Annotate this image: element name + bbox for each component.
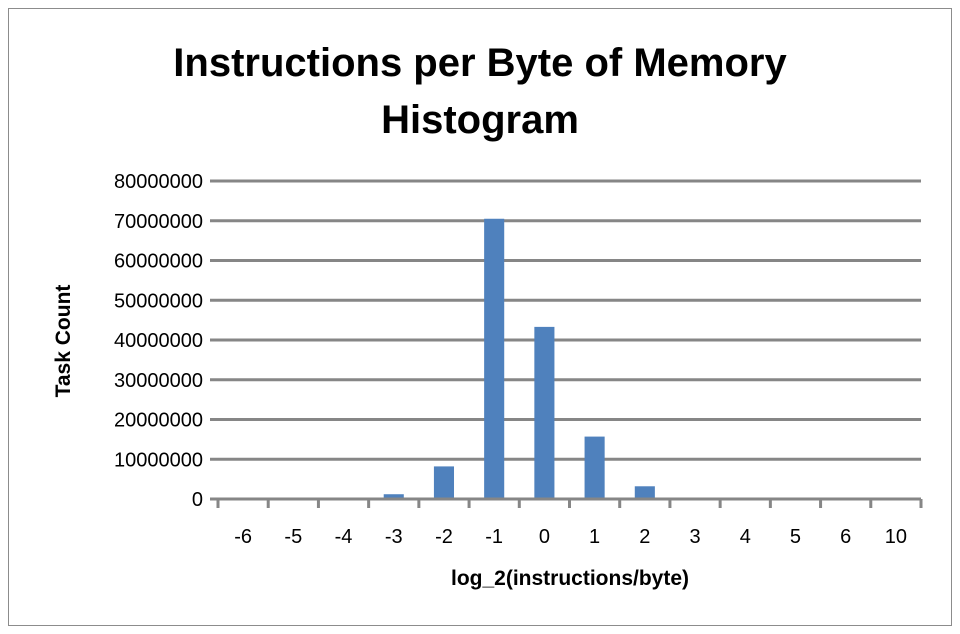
x-tick-label: 5 (790, 526, 801, 548)
x-tick-label: 10 (885, 526, 907, 548)
bar (484, 218, 505, 499)
bar (534, 326, 555, 499)
x-tick-label: 2 (639, 526, 650, 548)
x-axis-label: log_2(instructions/byte) (451, 567, 689, 590)
x-tick-label: 1 (589, 526, 600, 548)
bar (584, 436, 605, 499)
y-tick-label: 60000000 (114, 251, 203, 273)
y-tick-label: 50000000 (114, 290, 203, 312)
x-tick-label: -1 (485, 526, 503, 548)
bar (433, 466, 455, 499)
y-tick-label: 80000000 (114, 171, 203, 193)
x-tick-label: 0 (539, 526, 550, 548)
y-tick-label: 10000000 (114, 449, 203, 471)
x-tick-label: 3 (689, 526, 700, 548)
y-tick-label: 70000000 (114, 211, 203, 233)
x-tick-label: -4 (335, 526, 353, 548)
x-tick-label: 4 (740, 526, 751, 548)
chart-frame (8, 8, 952, 626)
y-axis-label: Task Count (52, 285, 75, 398)
x-tick-label: -6 (234, 526, 252, 548)
y-tick-label: 0 (192, 489, 203, 511)
x-tick-label: 6 (840, 526, 851, 548)
y-tick-label: 20000000 (114, 410, 203, 432)
x-tick-label: -2 (435, 526, 453, 548)
bar (383, 494, 404, 499)
x-tick-label: -5 (284, 526, 302, 548)
x-tick-label: -3 (385, 526, 403, 548)
bar (634, 486, 655, 499)
chart-title-line-2: Histogram (381, 98, 579, 142)
y-tick-label: 30000000 (114, 370, 203, 392)
chart-title-line-1: Instructions per Byte of Memory (173, 41, 787, 85)
y-tick-label: 40000000 (114, 330, 203, 352)
